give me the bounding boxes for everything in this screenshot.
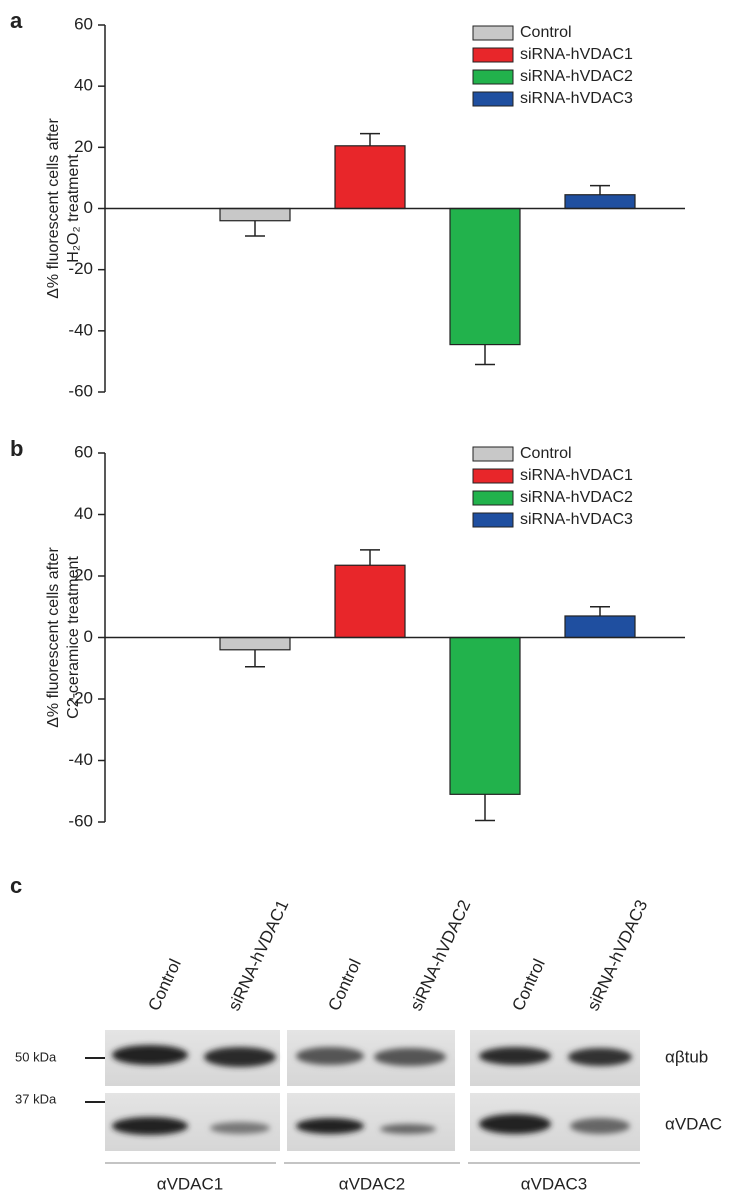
y-tick-label: -20 (68, 688, 93, 707)
bar (450, 209, 520, 345)
legend-label: Control (520, 445, 572, 462)
bar (220, 209, 290, 221)
legend-swatch (473, 48, 513, 62)
row-label: αVDAC (665, 1114, 722, 1133)
y-axis-label: Δ% fluorescent cells after (45, 118, 62, 299)
legend-label: siRNA-hVDAC2 (520, 68, 633, 85)
bar (335, 146, 405, 209)
panel-label: c (10, 873, 22, 898)
legend-label: siRNA-hVDAC1 (520, 46, 633, 63)
legend-swatch (473, 513, 513, 527)
legend-swatch (473, 469, 513, 483)
legend-label: siRNA-hVDAC2 (520, 489, 633, 506)
panel-label: b (10, 436, 23, 461)
row-label: αβtub (665, 1047, 708, 1066)
y-tick-label: 0 (84, 627, 93, 646)
y-tick-label: 40 (74, 76, 93, 95)
y-tick-label: 60 (74, 14, 93, 33)
y-tick-label: 20 (74, 565, 93, 584)
group-label: αVDAC2 (339, 1174, 406, 1193)
lane-label: siRNA-hVDAC2 (406, 897, 474, 1014)
y-tick-label: 0 (84, 198, 93, 217)
lane-label: Control (324, 956, 364, 1014)
lane-label: Control (508, 956, 548, 1014)
bar (335, 565, 405, 637)
figure: c 50 kDa 37 kDa αβtub αVDAC αVDAC1 αVDAC… (0, 0, 731, 1196)
legend-swatch (473, 491, 513, 505)
y-tick-label: -20 (68, 259, 93, 278)
legend-swatch (473, 447, 513, 461)
legend-label: siRNA-hVDAC3 (520, 90, 633, 107)
blot-images (105, 1030, 640, 1151)
group-label: αVDAC1 (157, 1174, 224, 1193)
y-tick-label: -40 (68, 320, 93, 339)
legend-swatch (473, 26, 513, 40)
y-tick-label: -40 (68, 750, 93, 769)
legend-swatch (473, 70, 513, 84)
y-tick-label: 20 (74, 137, 93, 156)
legend-label: siRNA-hVDAC3 (520, 511, 633, 528)
bar (565, 616, 635, 638)
y-axis-label: Δ% fluorescent cells after (45, 547, 62, 728)
y-tick-label: -60 (68, 381, 93, 400)
size-marker: 50 kDa (15, 1049, 57, 1064)
lane-label: siRNA-hVDAC1 (224, 897, 292, 1014)
y-tick-label: 60 (74, 442, 93, 461)
lane-label: Control (144, 956, 184, 1014)
group-label: αVDAC3 (521, 1174, 588, 1193)
lane-label: siRNA-hVDAC3 (583, 897, 651, 1014)
panel-label: a (10, 8, 23, 33)
legend-label: siRNA-hVDAC1 (520, 467, 633, 484)
y-tick-label: 40 (74, 504, 93, 523)
y-tick-label: -60 (68, 811, 93, 830)
legend-swatch (473, 92, 513, 106)
bar (220, 638, 290, 650)
bar (565, 195, 635, 209)
y-axis-label: H₂O₂ treatment (65, 154, 82, 263)
legend-label: Control (520, 24, 572, 41)
size-marker: 37 kDa (15, 1091, 57, 1106)
bar (450, 638, 520, 795)
